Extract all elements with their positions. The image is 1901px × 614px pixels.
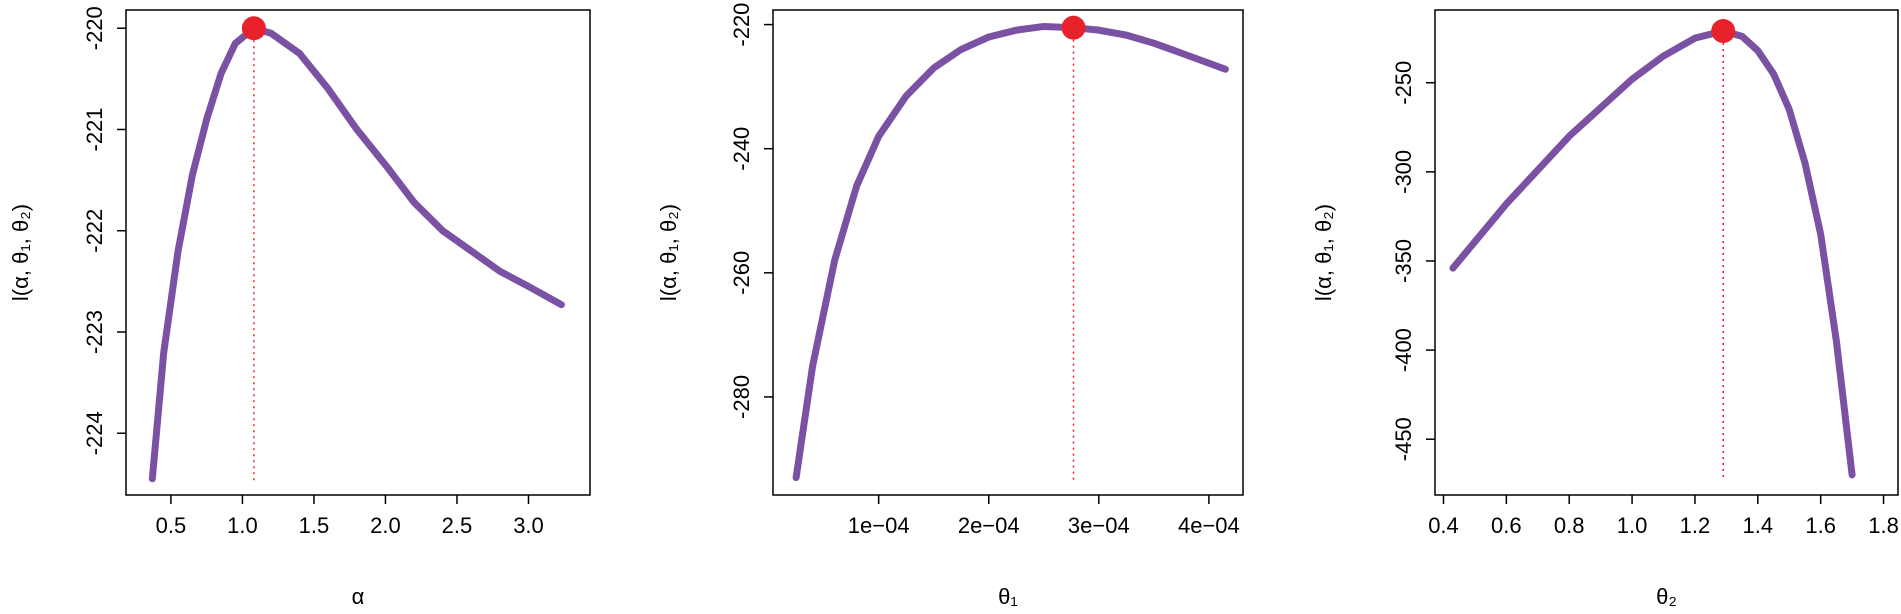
- y-tick-label: -250: [1391, 61, 1416, 105]
- x-axis-label: α: [352, 584, 365, 609]
- x-tick-label: 0.5: [156, 513, 187, 538]
- plot-frame: [125, 9, 591, 496]
- y-tick-label: -260: [729, 251, 754, 295]
- x-tick-label: 1e−04: [848, 513, 910, 538]
- x-tick-label: 2.0: [370, 513, 401, 538]
- y-tick-label: -220: [82, 6, 107, 50]
- x-tick-label: 0.8: [1554, 513, 1585, 538]
- y-axis-label: l(α, θ₁, θ₂): [656, 204, 681, 301]
- x-tick-label: 4e−04: [1178, 513, 1240, 538]
- x-axis-label: θ₂: [1656, 584, 1677, 609]
- x-tick-label: 1.5: [299, 513, 330, 538]
- x-tick-label: 0.6: [1491, 513, 1522, 538]
- y-axis-label: l(α, θ₁, θ₂): [8, 204, 33, 301]
- y-tick-label: -224: [82, 411, 107, 455]
- y-tick-label: -350: [1391, 239, 1416, 283]
- data-line: [148, 24, 565, 483]
- y-tick-label: -450: [1391, 417, 1416, 461]
- peak-marker: [241, 16, 266, 41]
- x-tick-label: 3.0: [513, 513, 544, 538]
- y-tick-label: -300: [1391, 150, 1416, 194]
- x-tick-label: 1.8: [1868, 513, 1899, 538]
- y-tick-label: -221: [82, 107, 107, 151]
- peak-marker: [1711, 19, 1736, 44]
- y-tick-label: -240: [729, 127, 754, 171]
- data-line: [792, 22, 1229, 482]
- peak-marker: [1061, 15, 1086, 40]
- y-tick-label: -400: [1391, 328, 1416, 372]
- x-tick-label: 1.0: [1617, 513, 1648, 538]
- x-axis-label: θ₁: [998, 584, 1018, 609]
- y-tick-label: -223: [82, 310, 107, 354]
- y-tick-label: -220: [729, 3, 754, 47]
- x-tick-label: 3e−04: [1068, 513, 1130, 538]
- y-tick-label: -222: [82, 209, 107, 253]
- plot-frame: [772, 9, 1244, 496]
- x-tick-label: 0.4: [1428, 513, 1459, 538]
- x-tick-label: 2e−04: [958, 513, 1020, 538]
- x-tick-label: 1.2: [1680, 513, 1711, 538]
- y-tick-label: -280: [729, 375, 754, 419]
- plot-frame: [1434, 9, 1899, 496]
- data-line: [1449, 27, 1856, 479]
- y-axis-label: l(α, θ₁, θ₂): [1311, 204, 1336, 301]
- x-tick-label: 1.6: [1805, 513, 1836, 538]
- x-tick-label: 1.0: [227, 513, 258, 538]
- x-tick-label: 2.5: [442, 513, 473, 538]
- x-tick-label: 1.4: [1743, 513, 1774, 538]
